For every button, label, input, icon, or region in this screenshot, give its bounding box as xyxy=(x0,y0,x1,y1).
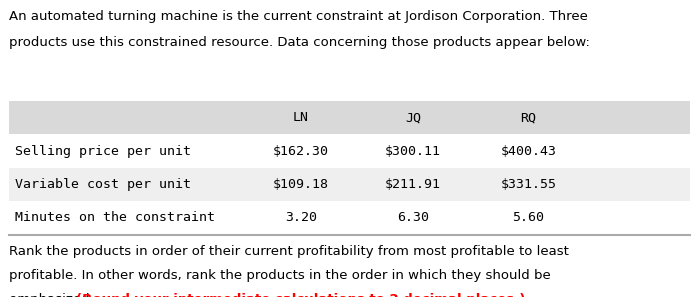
Text: 5.60: 5.60 xyxy=(512,211,545,225)
Text: $300.11: $300.11 xyxy=(385,145,441,158)
Text: Selling price per unit: Selling price per unit xyxy=(15,145,191,158)
Text: emphasized.: emphasized. xyxy=(9,293,98,297)
Text: $162.30: $162.30 xyxy=(273,145,329,158)
Text: $400.43: $400.43 xyxy=(500,145,556,158)
Text: JQ: JQ xyxy=(405,111,421,124)
Text: (Round your intermediate calculations to 2 decimal places.): (Round your intermediate calculations to… xyxy=(76,293,525,297)
Text: products use this constrained resource. Data concerning those products appear be: products use this constrained resource. … xyxy=(9,36,590,49)
Text: LN: LN xyxy=(293,111,309,124)
Text: $109.18: $109.18 xyxy=(273,178,329,191)
Text: $211.91: $211.91 xyxy=(385,178,441,191)
Text: Minutes on the constraint: Minutes on the constraint xyxy=(15,211,216,225)
Text: Rank the products in order of their current profitability from most profitable t: Rank the products in order of their curr… xyxy=(9,245,569,258)
Text: An automated turning machine is the current constraint at Jordison Corporation. : An automated turning machine is the curr… xyxy=(9,10,588,23)
Text: $331.55: $331.55 xyxy=(500,178,556,191)
Text: profitable. In other words, rank the products in the order in which they should : profitable. In other words, rank the pro… xyxy=(9,269,551,282)
Text: RQ: RQ xyxy=(521,111,536,124)
Text: 6.30: 6.30 xyxy=(397,211,429,225)
Text: Variable cost per unit: Variable cost per unit xyxy=(15,178,191,191)
Text: 3.20: 3.20 xyxy=(285,211,317,225)
